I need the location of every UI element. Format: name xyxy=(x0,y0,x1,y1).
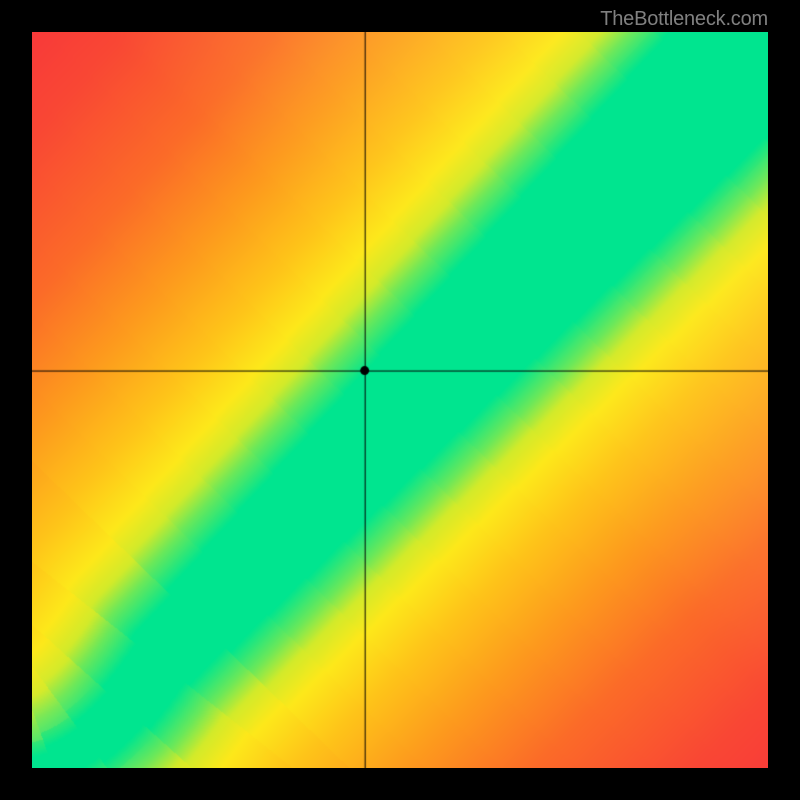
crosshair-overlay xyxy=(32,32,768,768)
watermark-text: TheBottleneck.com xyxy=(600,8,768,31)
heatmap-plot-area xyxy=(32,32,768,768)
